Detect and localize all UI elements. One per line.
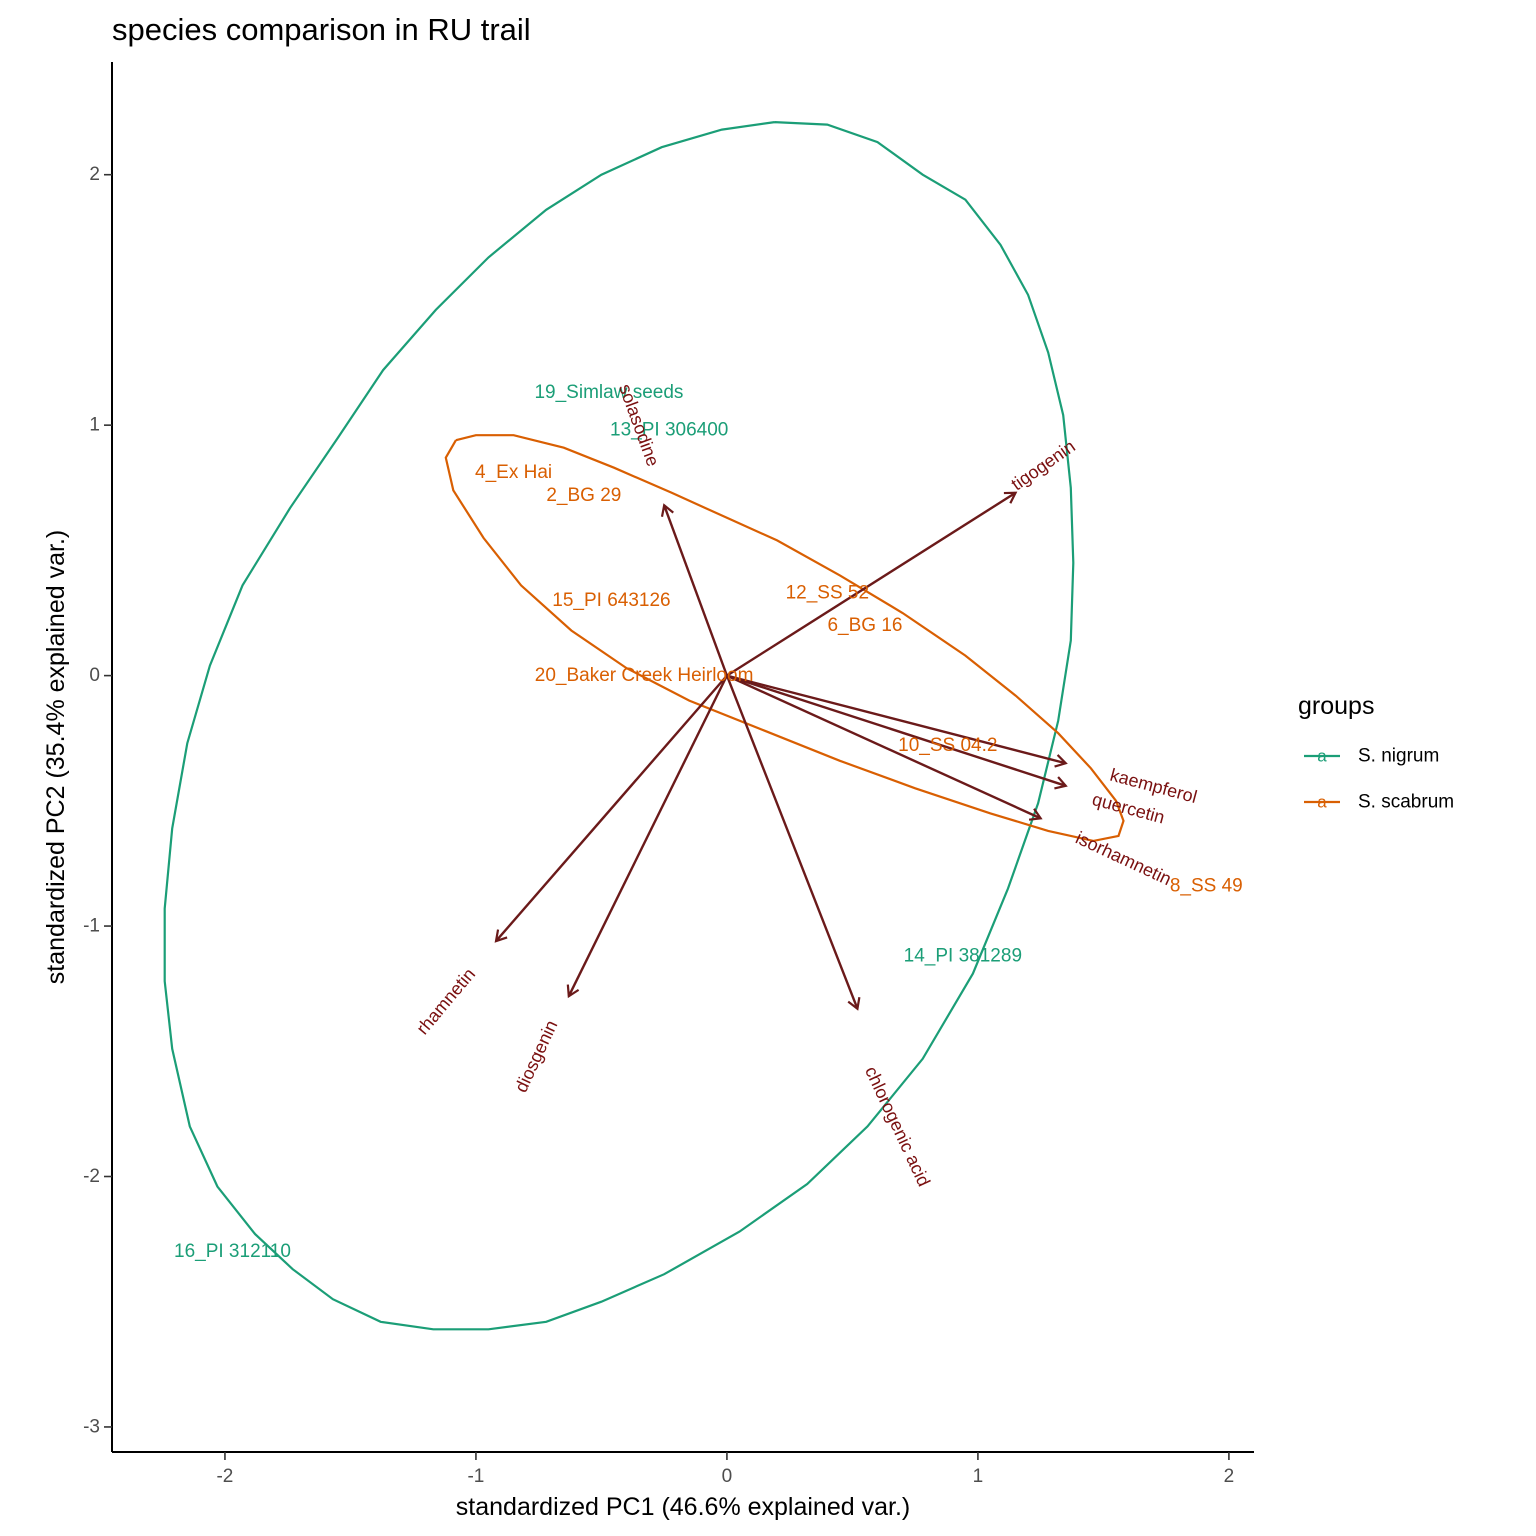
variable-label-layer: solasodine tigogeninkaempferolquercetinis… <box>412 381 1199 1189</box>
y-tick-label: -2 <box>83 1166 100 1187</box>
loading-arrow-solasodine <box>660 503 729 677</box>
y-ticks: -3 -2 -1 0 1 2 <box>83 164 112 1437</box>
y-tick-label: -3 <box>83 1416 100 1437</box>
point-label: 14_PI 381289 <box>904 946 1022 967</box>
chart-title: species comparison in RU trail <box>112 12 531 47</box>
x-axis-label: standardized PC1 (46.6% explained var.) <box>456 1493 910 1521</box>
point-label: 4_Ex Hai <box>475 462 552 483</box>
legend-label: S. scabrum <box>1358 792 1454 813</box>
point-label: 16_PI 312110 <box>174 1241 291 1262</box>
arrow-layer <box>494 491 1068 1011</box>
legend-key-glyph: a <box>1317 793 1327 812</box>
loading-arrow-quercetin <box>726 674 1068 790</box>
point-label: 2_BG 29 <box>546 485 621 506</box>
ellipse-s-scabrum <box>444 434 1125 843</box>
legend: groups a S. nigrum a S. scabrum <box>1298 692 1454 813</box>
x-tick-label: 2 <box>1224 1466 1235 1487</box>
legend-item-s-scabrum: a S. scabrum <box>1304 792 1454 813</box>
x-tick-label: -1 <box>467 1466 484 1487</box>
axes: -2 -1 0 1 2 -3 -2 -1 0 1 2 <box>83 62 1254 1487</box>
variable-label-isorhamnetin: isorhamnetin <box>1073 828 1175 890</box>
point-label: 6_BG 16 <box>827 615 902 636</box>
point-label: 10_SS 04.2 <box>898 735 997 756</box>
loading-arrow-diosgenin <box>566 675 728 999</box>
variable-label-rhamnetin: rhamnetin <box>412 964 479 1038</box>
legend-items: a S. nigrum a S. scabrum <box>1304 746 1454 813</box>
point-label: 19_Simlaw seeds <box>534 382 683 403</box>
ellipse-layer <box>163 121 1125 1331</box>
variable-label-chlorogenic-acid: chlorogenic acid <box>861 1063 934 1189</box>
variable-label-diosgenin: diosgenin <box>511 1017 562 1095</box>
legend-title: groups <box>1298 692 1374 720</box>
legend-label: S. nigrum <box>1358 746 1439 767</box>
x-tick-label: 1 <box>973 1466 984 1487</box>
point-label: 13_PI 306400 <box>610 420 728 441</box>
legend-key-glyph: a <box>1317 747 1327 766</box>
x-tick-label: -2 <box>216 1466 233 1487</box>
loading-arrow-isorhamnetin <box>726 674 1043 821</box>
loading-arrow-tigogenin <box>726 491 1018 677</box>
x-ticks: -2 -1 0 1 2 <box>216 1452 1234 1487</box>
point-label: 20_Baker Creek Heirloom <box>535 665 754 686</box>
point-label: 8_SS 49 <box>1170 875 1243 896</box>
loading-arrow-rhamnetin <box>494 674 728 943</box>
y-tick-label: -1 <box>83 916 100 937</box>
y-tick-label: 2 <box>89 164 100 185</box>
y-tick-label: 1 <box>89 415 100 436</box>
y-tick-label: 0 <box>89 665 100 686</box>
point-label: 12_SS 52 <box>786 582 869 603</box>
loading-arrow-kaempferol <box>726 674 1068 768</box>
y-axis-label: standardized PC2 (35.4% explained var.) <box>42 530 70 984</box>
point-label-layer: 19_Simlaw seeds 13_PI 306400 4_Ex Hai2_BG … <box>174 382 1243 1262</box>
loading-arrow-chlorogenic-acid <box>725 675 861 1011</box>
point-label: 15_PI 643126 <box>552 590 670 611</box>
x-tick-label: 0 <box>722 1466 733 1487</box>
ellipse-s-nigrum <box>163 121 1075 1331</box>
plot-panel: 19_Simlaw seeds 13_PI 306400 4_Ex Hai2_BG … <box>163 121 1243 1331</box>
legend-item-s-nigrum: a S. nigrum <box>1304 746 1439 767</box>
